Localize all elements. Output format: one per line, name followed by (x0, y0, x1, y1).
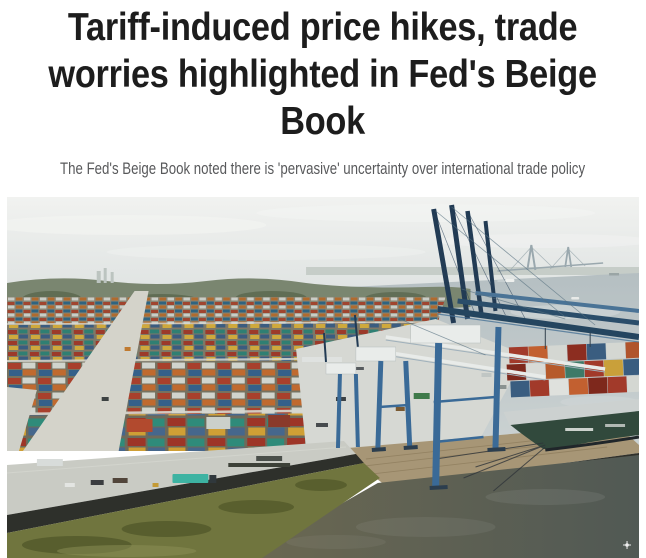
road-vehicles (36, 456, 291, 487)
boats (497, 273, 620, 300)
container-ship (435, 341, 639, 492)
ship-hull-upper (503, 399, 639, 427)
article-header: Tariff-induced price hikes, trade worrie… (0, 0, 646, 180)
main-crane-booms (437, 291, 639, 349)
crane-houses (325, 324, 481, 375)
gantry-cranes (323, 204, 639, 490)
green-container (413, 393, 430, 399)
port-scene (7, 197, 639, 558)
mooring-lines (435, 442, 546, 492)
crane-stay-cables (394, 206, 596, 356)
subheadline: The Fed's Beige Book noted there is 'per… (60, 159, 586, 178)
sparkle-artifact (623, 541, 632, 549)
distant-buildings (96, 268, 114, 283)
teal-truck (172, 474, 209, 483)
hero-image (7, 197, 639, 558)
yard-road (22, 291, 149, 451)
bridge-silhouette (497, 244, 604, 272)
crane-legs (335, 326, 502, 488)
grass-bank (7, 463, 380, 558)
far-shoreline (306, 267, 639, 275)
crane-bases (371, 445, 506, 490)
embankment (7, 454, 364, 533)
headline: Tariff-induced price hikes, trade worrie… (48, 6, 598, 143)
near-water (246, 455, 639, 558)
